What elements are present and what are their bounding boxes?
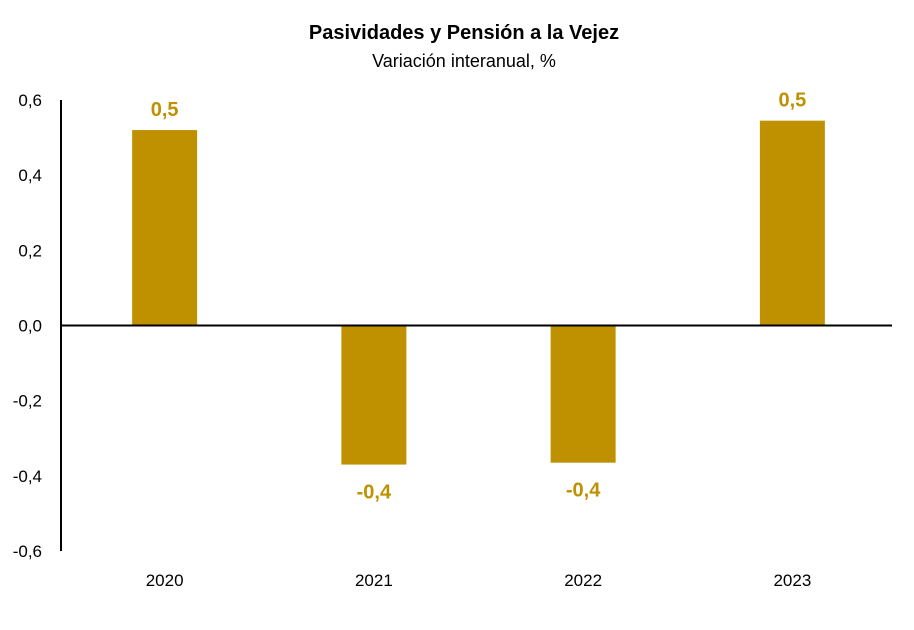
x-tick-labels: 2020 2021 2022 2023 (146, 571, 812, 590)
bar-2020 (132, 130, 198, 326)
data-label-2021: -0,4 (357, 482, 392, 504)
y-tick-labels: 0,6 0,4 0,2 0,0 -0,2 -0,4 -0,6 (13, 91, 42, 561)
y-tick-label: 0,6 (18, 91, 42, 110)
y-tick-label: 0,4 (18, 166, 42, 185)
y-tick-label: -0,4 (13, 467, 42, 486)
chart-subtitle: Variación interanual, % (372, 51, 556, 71)
y-tick-label: 0,2 (18, 241, 42, 260)
bars (132, 120, 825, 465)
y-tick-label: -0,2 (13, 392, 42, 411)
bar-2023 (759, 120, 825, 326)
data-labels: 0,5 -0,4 -0,4 0,5 (151, 90, 807, 504)
chart-title: Pasividades y Pensión a la Vejez (309, 22, 619, 44)
bar-2021 (341, 325, 407, 465)
data-label-2020: 0,5 (151, 99, 179, 121)
data-label-2023: 0,5 (778, 90, 806, 112)
x-tick-label-2022: 2022 (564, 571, 602, 590)
data-label-2022: -0,4 (566, 480, 601, 502)
y-tick-label: -0,6 (13, 542, 42, 561)
x-tick-label-2023: 2023 (773, 571, 811, 590)
y-tick-label: 0,0 (18, 317, 42, 336)
x-tick-label-2020: 2020 (146, 571, 184, 590)
bar-2022 (550, 325, 616, 463)
x-tick-label-2021: 2021 (355, 571, 393, 590)
